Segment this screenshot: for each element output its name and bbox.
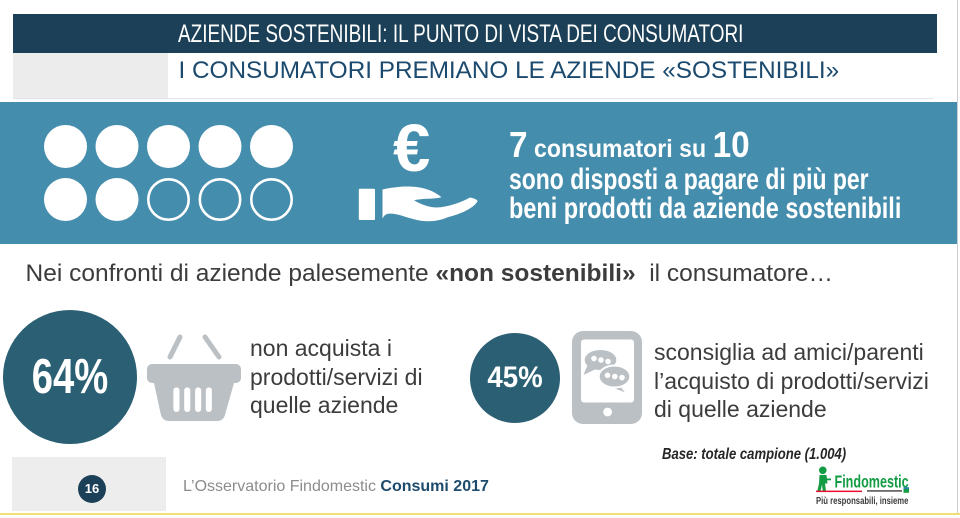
- svg-text:Findomestic: Findomestic: [835, 473, 910, 493]
